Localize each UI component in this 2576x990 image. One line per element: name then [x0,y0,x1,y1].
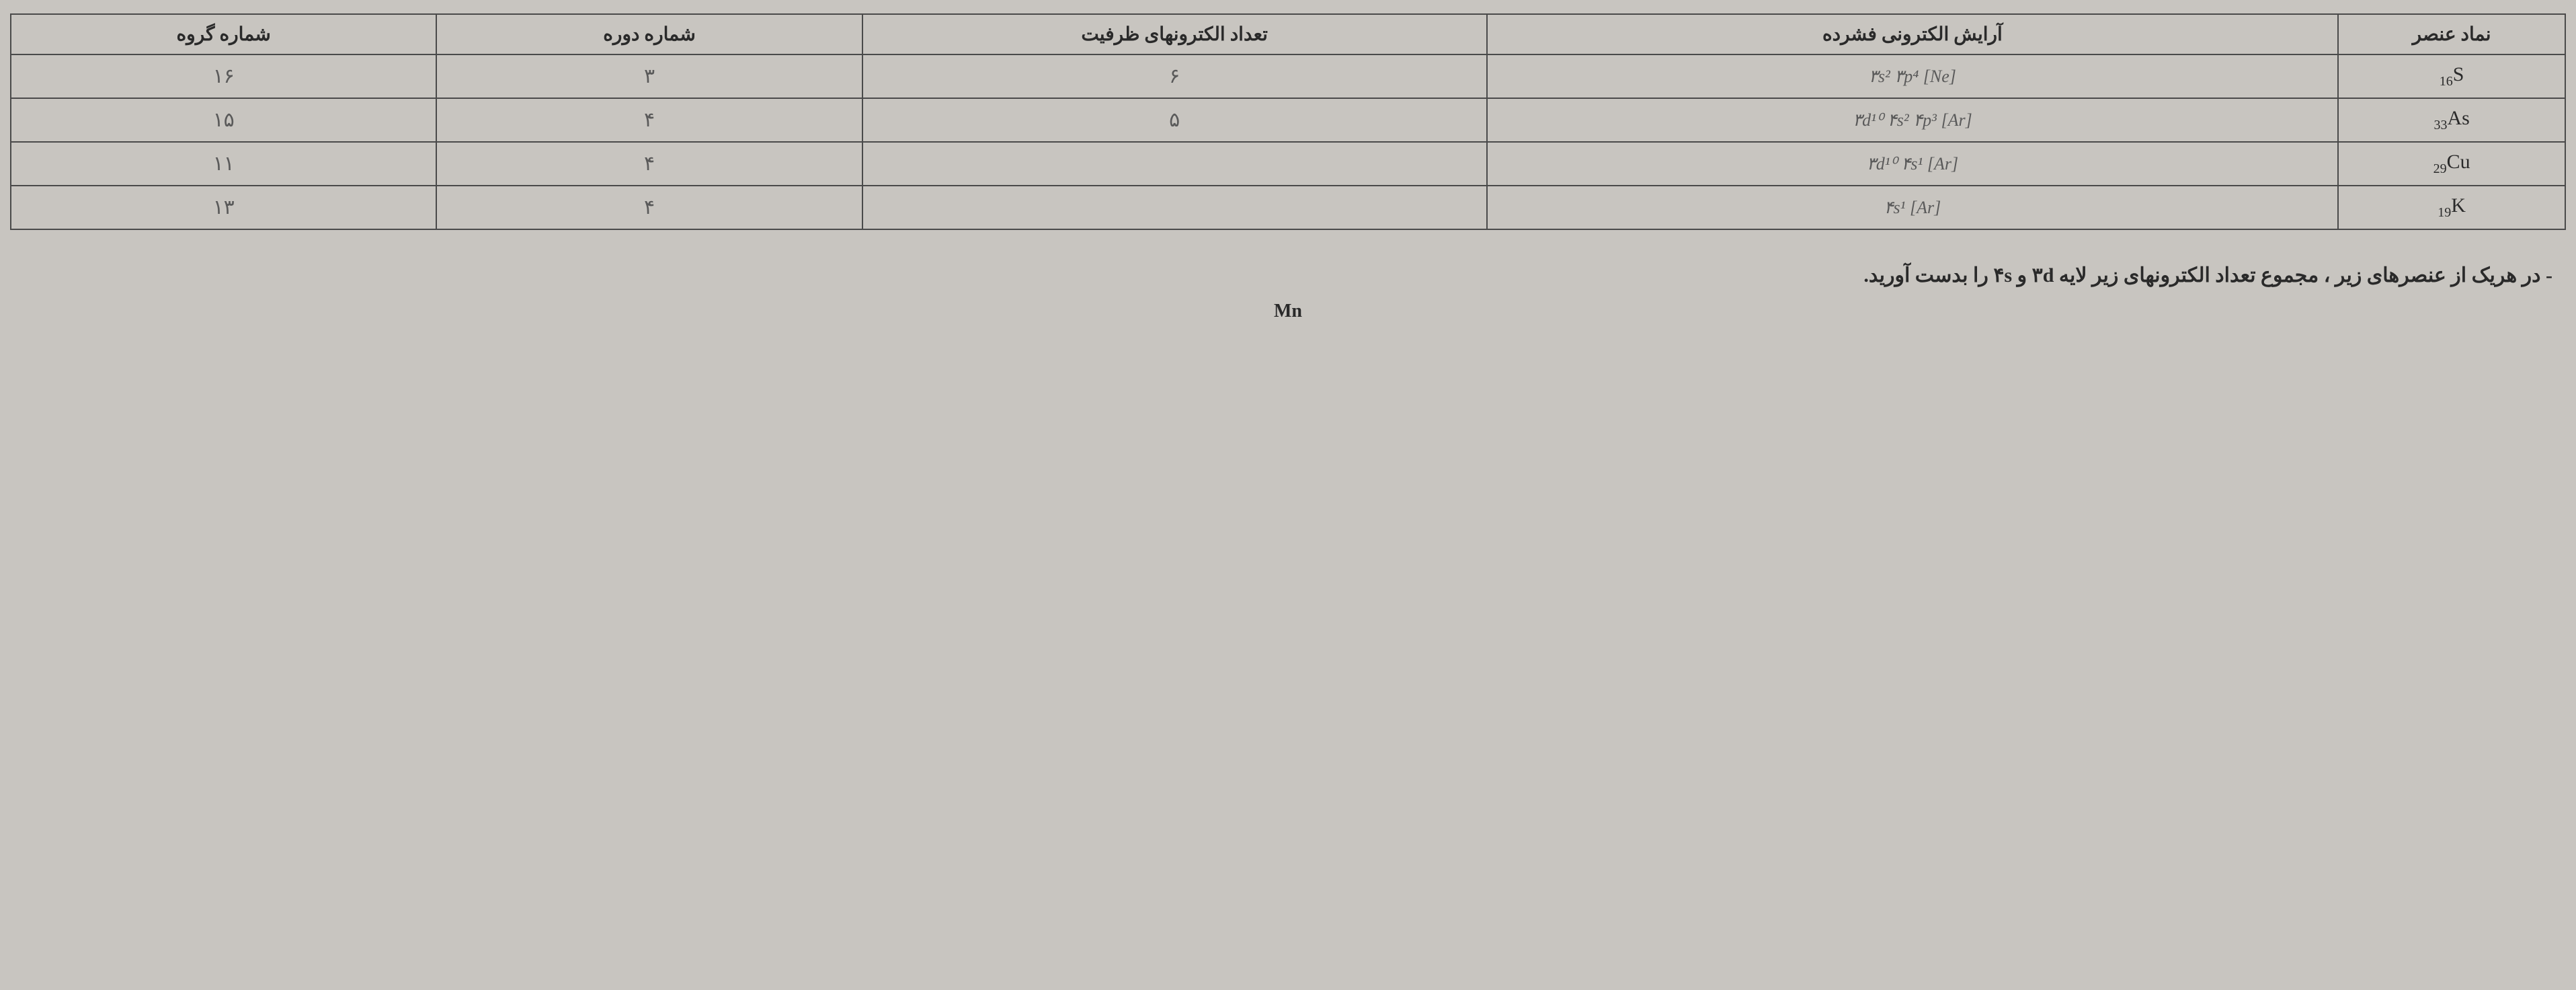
header-period: شماره دوره [436,14,862,54]
electron-config: [Ne] ۳s² ۳p⁴ [1869,67,1956,86]
element-symbol: 29Cu [2433,151,2470,173]
atomic-number: 19 [2438,205,2451,220]
header-valence: تعداد الکترونهای ظرفیت [862,14,1487,54]
element-letter: K [2451,194,2466,217]
period-number: ۴ [644,153,655,175]
element-letter: Cu [2447,151,2470,173]
question-text: - در هریک از عنصرهای زیر ، مجموع تعداد ا… [10,257,2566,294]
question-prefix: - در هریک از عنصرهای زیر ، مجموع تعداد ا… [2054,264,2552,287]
table-row: 19K [Ar] ۴s¹ ۴ ۱۳ [11,186,2565,229]
cell-config: [Ar] ۳d¹⁰ ۴s¹ [1487,142,2339,186]
element-letter: As [2447,107,2469,129]
group-number: ۱۳ [213,196,235,219]
period-number: ۴ [644,109,655,131]
cell-valence [862,186,1487,229]
cell-symbol: 16S [2338,54,2565,98]
cell-group: ۱۵ [11,98,436,142]
cell-config: [Ar] ۳d¹⁰ ۴s² ۴p³ [1487,98,2339,142]
cell-symbol: 19K [2338,186,2565,229]
table-header-row: نماد عنصر آرایش الکترونی فشرده تعداد الک… [11,14,2565,54]
element-letter: S [2453,63,2464,85]
sublevel-3d: ۳d [2032,264,2054,287]
cell-group: ۱۳ [11,186,436,229]
cell-symbol: 29Cu [2338,142,2565,186]
cell-config: [Ar] ۴s¹ [1487,186,2339,229]
bottom-fragment: Mn [10,301,2566,322]
valence-count: ۵ [1169,109,1180,131]
atomic-number: 16 [2440,74,2453,89]
table-body: 16S [Ne] ۳s² ۳p⁴ ۶ ۳ ۱۶ 33As [Ar] ۳d¹⁰ ۴… [11,54,2565,229]
valence-count: ۶ [1169,65,1180,87]
cell-group: ۱۶ [11,54,436,98]
atomic-number: 29 [2433,161,2447,176]
atomic-number: 33 [2433,118,2447,132]
cell-config: [Ne] ۳s² ۳p⁴ [1487,54,2339,98]
element-properties-table: نماد عنصر آرایش الکترونی فشرده تعداد الک… [10,13,2566,230]
header-group: شماره گروه [11,14,436,54]
cell-valence [862,142,1487,186]
cell-symbol: 33As [2338,98,2565,142]
electron-config: [Ar] ۳d¹⁰ ۴s¹ [1867,154,1958,174]
group-number: ۱۱ [213,153,235,175]
electron-config: [Ar] ۴s¹ [1884,198,1941,217]
cell-period: ۳ [436,54,862,98]
table-row: 29Cu [Ar] ۳d¹⁰ ۴s¹ ۴ ۱۱ [11,142,2565,186]
group-number: ۱۵ [213,109,235,131]
question-suffix: را بدست آورید. [1863,264,1993,287]
cell-period: ۴ [436,142,862,186]
question-middle: و [2012,264,2032,287]
header-symbol: نماد عنصر [2338,14,2565,54]
header-config: آرایش الکترونی فشرده [1487,14,2339,54]
sublevel-4s: ۴s [1993,264,2012,287]
group-number: ۱۶ [213,65,235,87]
element-symbol: 16S [2440,63,2464,85]
cell-valence: ۶ [862,54,1487,98]
table-row: 16S [Ne] ۳s² ۳p⁴ ۶ ۳ ۱۶ [11,54,2565,98]
table-row: 33As [Ar] ۳d¹⁰ ۴s² ۴p³ ۵ ۴ ۱۵ [11,98,2565,142]
cell-period: ۴ [436,98,862,142]
cell-period: ۴ [436,186,862,229]
periodic-table-container: نماد عنصر آرایش الکترونی فشرده تعداد الک… [10,13,2566,230]
cell-group: ۱۱ [11,142,436,186]
element-symbol: 33As [2433,107,2469,129]
period-number: ۴ [644,196,655,219]
element-symbol: 19K [2438,194,2466,217]
electron-config: [Ar] ۳d¹⁰ ۴s² ۴p³ [1853,110,1972,130]
period-number: ۳ [644,65,655,87]
cell-valence: ۵ [862,98,1487,142]
